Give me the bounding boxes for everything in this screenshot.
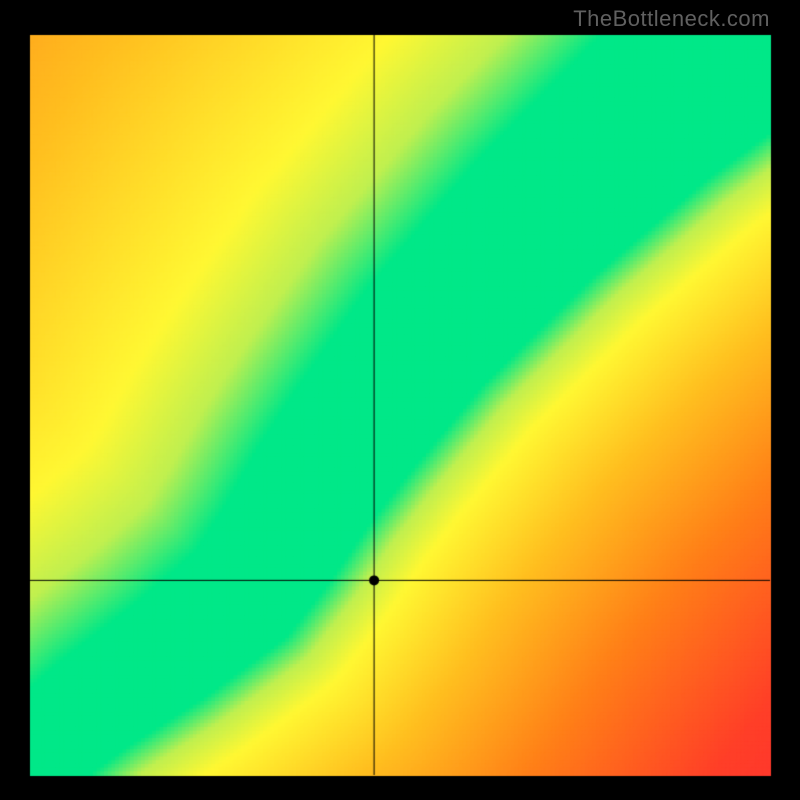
chart-container: TheBottleneck.com <box>0 0 800 800</box>
watermark-text: TheBottleneck.com <box>573 6 770 32</box>
bottleneck-heatmap <box>0 0 800 800</box>
